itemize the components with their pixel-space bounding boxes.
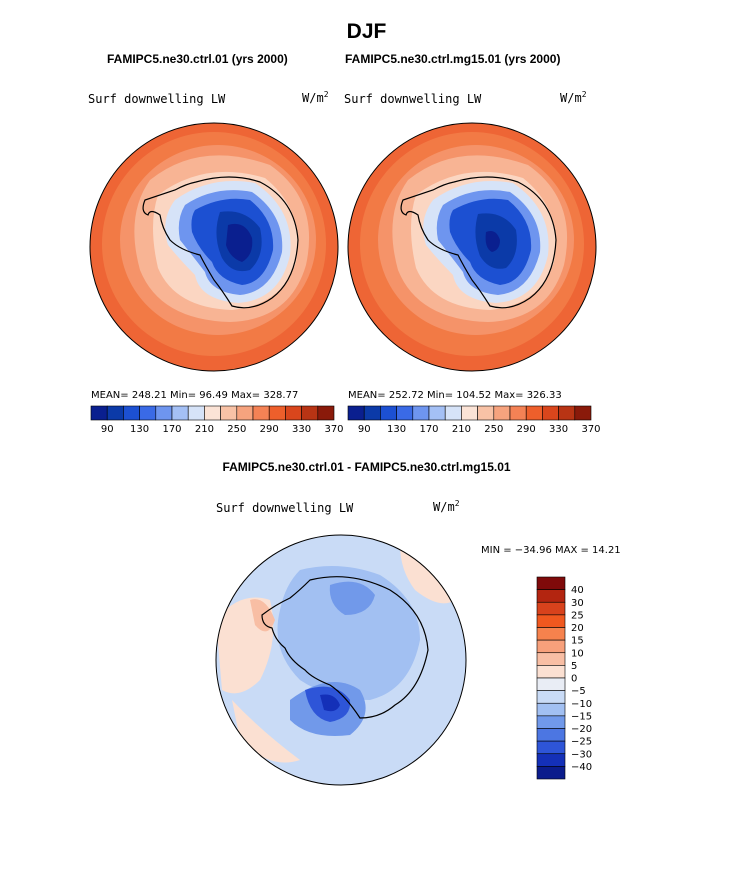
diff-colorbar-box	[536, 665, 566, 679]
page-title: DJF	[346, 20, 387, 43]
panel1-colorbar-box	[220, 405, 238, 421]
panel1-colorbar-label: 170	[162, 424, 181, 435]
diff-colorbar-label: −5	[571, 686, 586, 697]
panel1-variable-label: Surf downwelling LW	[88, 92, 226, 106]
diff-colorbar-box	[536, 627, 566, 641]
panel1-colorbar-box	[171, 405, 189, 421]
diff-colorbar-label: 10	[571, 648, 584, 659]
diff-colorbar-box	[536, 766, 566, 780]
panel1-colorbar-box	[236, 405, 254, 421]
panel2-colorbar-label: 290	[517, 424, 536, 435]
map-panel2-border	[347, 122, 597, 372]
diff-colorbar-label: 20	[571, 623, 584, 634]
panel2-colorbar-box	[412, 405, 430, 421]
panel2-colorbar-label: 370	[581, 424, 600, 435]
diff-colorbar-label: 5	[571, 661, 577, 672]
panel1-colorbar-box	[155, 405, 173, 421]
diff-colorbar-label: 25	[571, 610, 584, 621]
panel2-colorbar-box	[525, 405, 543, 421]
panel2-colorbar-label: 250	[484, 424, 503, 435]
panel1-colorbar-box	[106, 405, 124, 421]
diff-units-label: W/m2	[433, 499, 460, 514]
diff-colorbar-label: −20	[571, 724, 592, 735]
panel1-colorbar-box	[139, 405, 157, 421]
diff-colorbar-box	[536, 614, 566, 628]
panel1-stats: MEAN= 248.21 Min= 96.49 Max= 328.77	[91, 390, 299, 401]
diff-colorbar-box	[536, 601, 566, 616]
panel2-colorbar-label: 330	[549, 424, 568, 435]
panel1-units-label: W/m2	[302, 90, 329, 105]
panel2-colorbar-box	[428, 405, 446, 421]
panel1-colorbar-box	[90, 405, 108, 421]
diff-colorbar-box	[536, 728, 566, 742]
diff-colorbar-box	[536, 652, 566, 666]
diff-colorbar-box	[536, 753, 566, 767]
panel2-colorbar-label: 130	[387, 424, 406, 435]
diff-variable-label: Surf downwelling LW	[216, 501, 354, 515]
map-panel1-border	[89, 122, 339, 372]
panel2-variable-label: Surf downwelling LW	[344, 92, 482, 106]
map-panel1	[90, 123, 338, 371]
diff-colorbar-box	[536, 639, 566, 654]
diff-colorbar-box	[536, 576, 566, 590]
panel2-colorbar-box	[444, 405, 462, 421]
panel1-colorbar-label: 290	[260, 424, 279, 435]
diff-colorbar-box	[536, 702, 566, 717]
panel1-colorbar-box	[317, 405, 335, 421]
panel2-colorbar-box	[396, 405, 414, 421]
diff-colorbar-label: −25	[571, 737, 592, 748]
panel1-colorbar-box	[301, 405, 319, 421]
panel2-stats: MEAN= 252.72 Min= 104.52 Max= 326.33	[348, 390, 562, 401]
diff-colorbar-box	[536, 690, 566, 704]
diff-colorbar-label: 0	[571, 674, 577, 685]
panel2-colorbar-box	[461, 405, 478, 421]
panel2-colorbar-box	[347, 405, 365, 421]
panel1-colorbar-box	[187, 405, 205, 421]
panel1-case-title: FAMIPC5.ne30.ctrl.01 (yrs 2000)	[107, 52, 288, 66]
map-diff	[216, 535, 466, 785]
diff-title: FAMIPC5.ne30.ctrl.01 - FAMIPC5.ne30.ctrl…	[222, 460, 511, 474]
diff-colorbar-box	[536, 589, 566, 603]
panel1-colorbar-box	[204, 405, 221, 421]
panel2-case-title: FAMIPC5.ne30.ctrl.mg15.01 (yrs 2000)	[345, 52, 561, 66]
panel1-colorbar-label: 330	[292, 424, 311, 435]
diff-colorbar-label: −40	[571, 762, 592, 773]
panel2-colorbar-box	[493, 405, 511, 421]
diff-colorbar-label: 15	[571, 636, 584, 647]
panel1-colorbar-box	[252, 405, 270, 421]
panel2-colorbar-label: 210	[452, 424, 471, 435]
panel2-colorbar-box	[509, 405, 527, 421]
panel2-colorbar-label: 90	[358, 424, 371, 435]
diff-stats: MIN = −34.96 MAX = 14.21	[481, 545, 621, 556]
panel1-colorbar-label: 250	[227, 424, 246, 435]
panel2-colorbar-label: 170	[419, 424, 438, 435]
diff-colorbar-label: −15	[571, 711, 592, 722]
panel1-colorbar-label: 370	[324, 424, 343, 435]
panel2-colorbar-box	[363, 405, 381, 421]
map-panel2	[348, 123, 596, 371]
diff-colorbar-box	[536, 740, 566, 755]
diff-colorbar-label: −30	[571, 749, 592, 760]
diff-colorbar-box	[536, 677, 566, 691]
panel1-colorbar-box	[285, 405, 302, 421]
panel1-colorbar-label: 130	[130, 424, 149, 435]
diff-colorbar-label: 30	[571, 598, 584, 609]
panel2-units-label: W/m2	[560, 90, 587, 105]
panel2-colorbar-box	[477, 405, 495, 421]
diff-colorbar-label: 40	[571, 585, 584, 596]
panel1-colorbar-label: 90	[101, 424, 114, 435]
diff-colorbar-label: −10	[571, 699, 592, 710]
map-diff-border	[215, 534, 467, 786]
panel1-colorbar-box	[268, 405, 286, 421]
panel2-colorbar-box	[542, 405, 559, 421]
panel2-colorbar-box	[558, 405, 576, 421]
panel1-colorbar-label: 210	[195, 424, 214, 435]
panel1-colorbar-box	[123, 405, 140, 421]
diff-colorbar-box	[536, 715, 566, 729]
panel2-colorbar-box	[574, 405, 592, 421]
panel2-colorbar-box	[380, 405, 397, 421]
